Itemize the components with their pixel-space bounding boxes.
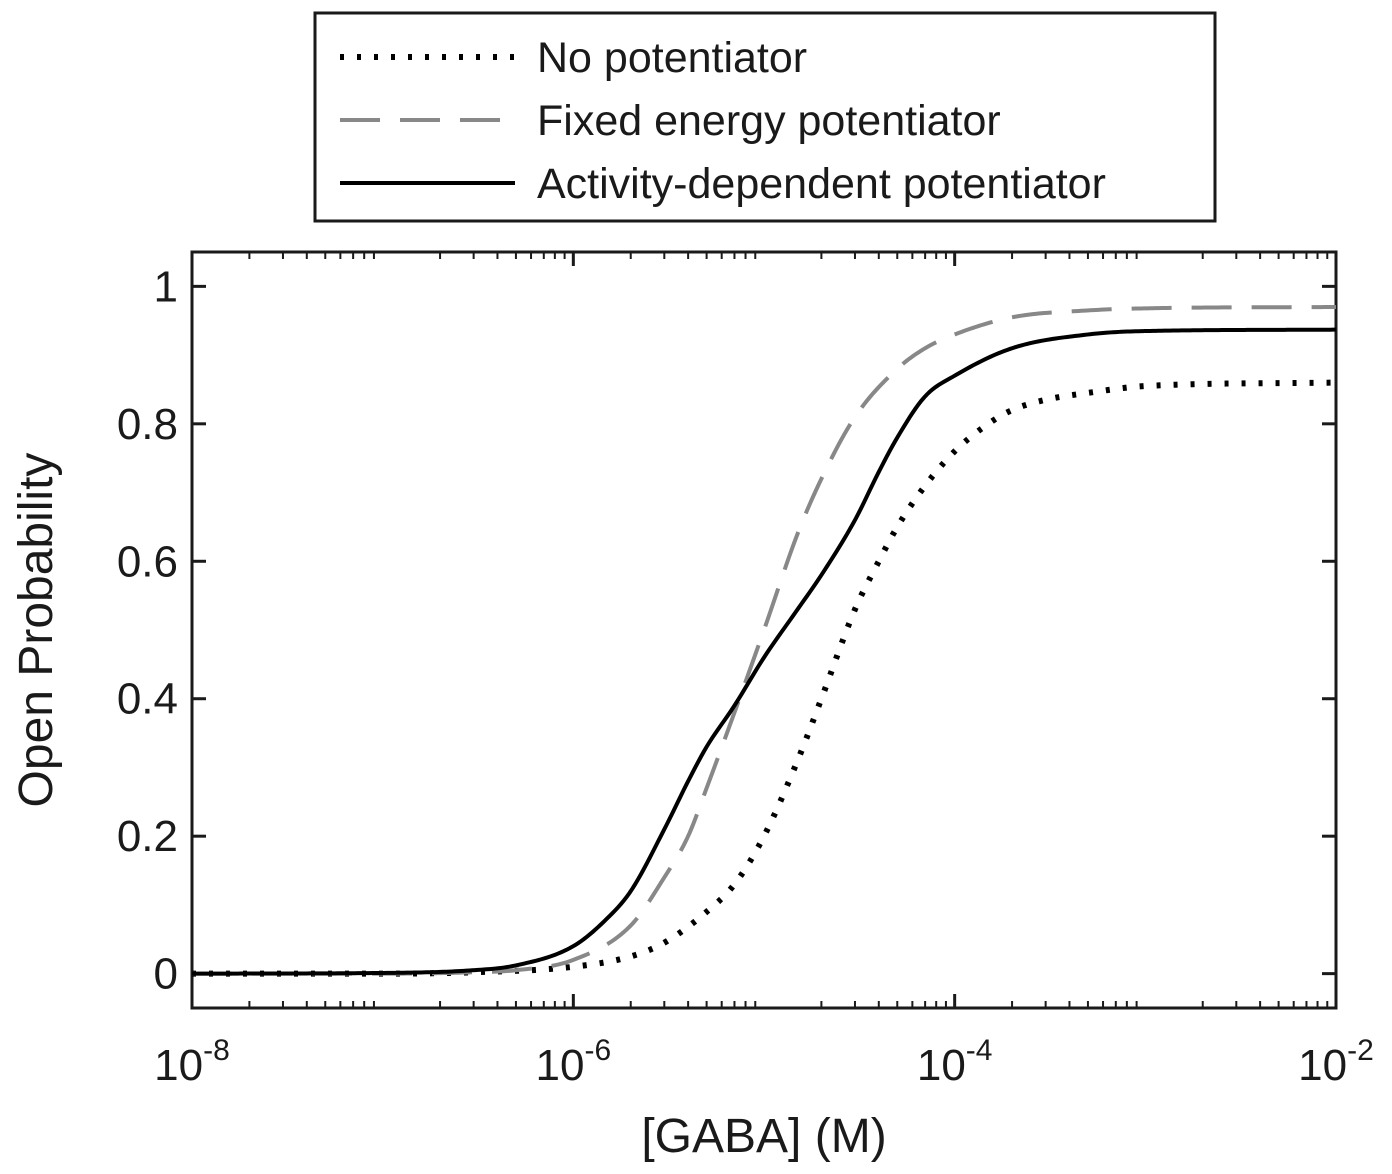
- series-lines: [191, 304, 1337, 977]
- x-axis-label: [GABA] (M): [641, 1110, 886, 1163]
- legend: No potentiator Fixed energy potentiator Ac…: [313, 11, 1217, 223]
- minor-ticks: [248, 252, 1329, 1008]
- x-tick-label: 10-4: [917, 1034, 993, 1090]
- y-tick-label: 1: [154, 262, 178, 311]
- legend-label-1: No potentiator: [537, 34, 807, 82]
- y-tick-label: 0.6: [117, 537, 178, 586]
- plot-frame: [190, 250, 1338, 1010]
- series-line-3: [191, 327, 1337, 976]
- legend-label-3: Activity-dependent potentiator: [537, 160, 1106, 208]
- y-tick-label: 0.4: [117, 675, 178, 724]
- y-tick-label: 0.2: [117, 812, 178, 861]
- y-tick-label: 0: [154, 950, 178, 999]
- x-tick-label: 10-2: [1298, 1034, 1374, 1090]
- x-tick-labels: 10-8 10-6 10-4 10-2: [154, 1034, 1374, 1090]
- plot-area: 0 0.2 0.4 0.6 0.8 1 10-8 10-6 10-4 10-2: [117, 250, 1374, 1090]
- x-tick-label: 10-6: [536, 1034, 612, 1090]
- legend-box: [313, 11, 1217, 223]
- y-tick-labels: 0 0.2 0.4 0.6 0.8 1: [117, 262, 178, 998]
- legend-label-2: Fixed energy potentiator: [537, 97, 1001, 145]
- y-axis-label: Open Probability: [10, 453, 63, 808]
- y-tick-label: 0.8: [117, 400, 178, 449]
- major-ticks: [190, 252, 1338, 1008]
- x-tick-label: 10-8: [154, 1034, 230, 1090]
